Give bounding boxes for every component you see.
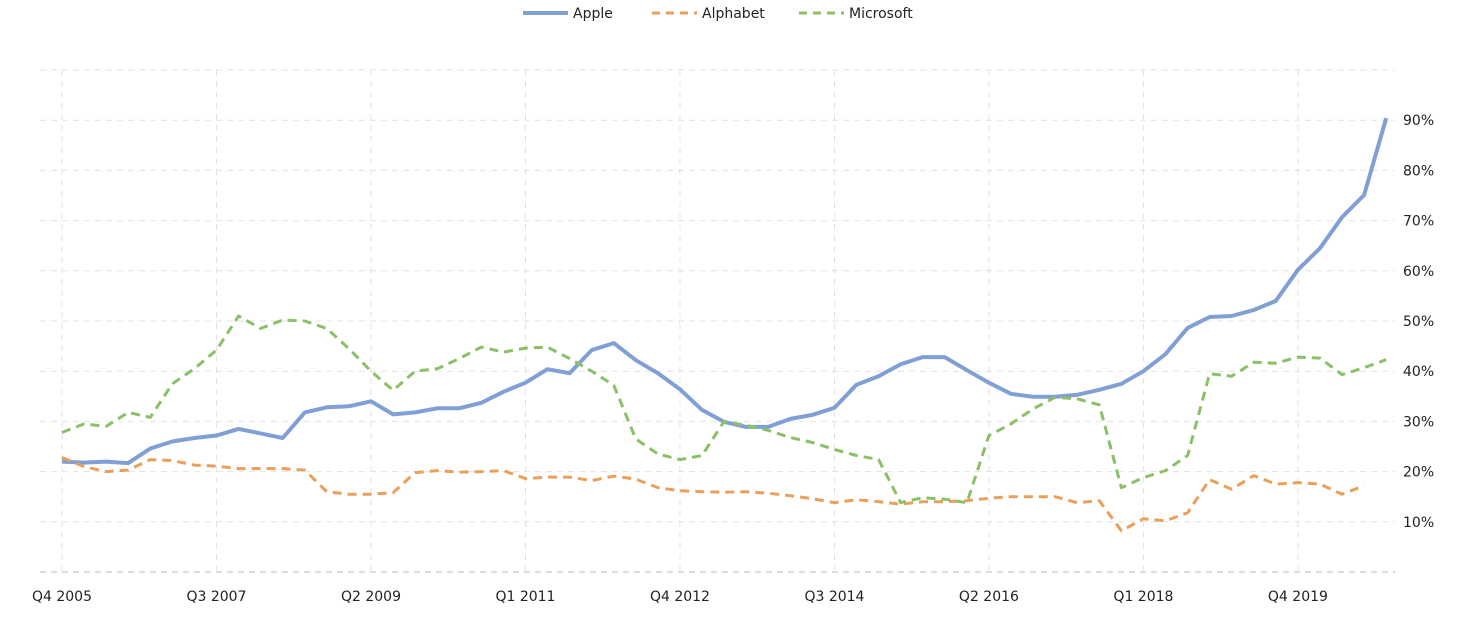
grid xyxy=(40,69,1395,573)
y-tick-label: 40% xyxy=(1403,364,1434,380)
x-tick-label: Q4 2019 xyxy=(1268,589,1328,605)
series-line-microsoft xyxy=(61,314,1387,505)
x-tick-label: Q4 2012 xyxy=(650,589,710,605)
y-tick-label: 10% xyxy=(1403,515,1434,531)
x-tick-label: Q3 2014 xyxy=(804,589,864,605)
x-tick-label: Q1 2011 xyxy=(495,589,555,605)
y-tick-label: 70% xyxy=(1403,214,1434,230)
y-tick-label: 90% xyxy=(1403,113,1434,129)
legend: Apple Alphabet Microsoft xyxy=(523,6,913,22)
x-axis-ticks: Q4 2005 Q3 2007 Q2 2009 Q1 2011 Q4 2012 Q3 20… xyxy=(32,589,1328,605)
y-axis-ticks: 10% 20% 30% 40% 50% 60% 70% 80% 90% xyxy=(1403,113,1434,531)
series-lines xyxy=(61,117,1389,533)
legend-label-microsoft: Microsoft xyxy=(849,6,913,22)
x-tick-label: Q4 2005 xyxy=(32,589,92,605)
y-tick-label: 30% xyxy=(1403,414,1434,430)
y-tick-label: 80% xyxy=(1403,163,1434,179)
y-tick-label: 50% xyxy=(1403,314,1434,330)
series-line-alphabet xyxy=(61,456,1365,533)
x-tick-label: Q2 2016 xyxy=(959,589,1019,605)
x-tick-label: Q3 2007 xyxy=(186,589,246,605)
legend-label-alphabet: Alphabet xyxy=(702,6,765,22)
x-tick-label: Q2 2009 xyxy=(341,589,401,605)
legend-label-apple: Apple xyxy=(573,6,613,22)
x-tick-label: Q1 2018 xyxy=(1113,589,1173,605)
y-tick-label: 20% xyxy=(1403,465,1434,481)
y-tick-label: 60% xyxy=(1403,264,1434,280)
